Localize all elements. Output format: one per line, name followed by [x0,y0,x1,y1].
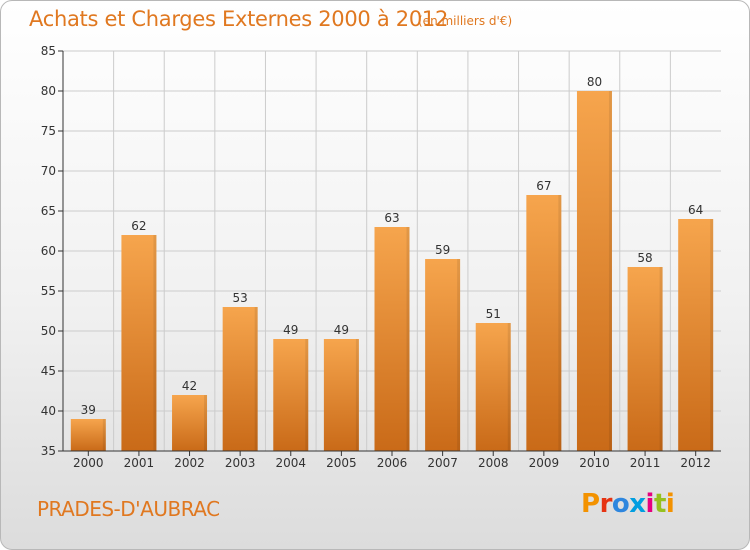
bar [627,267,663,451]
y-tick-label: 40 [41,404,56,418]
town-name: PRADES-D'AUBRAC [37,497,220,521]
bar-shade [153,235,157,451]
bar [172,395,208,451]
bar-value-label: 67 [536,179,551,193]
x-tick-label: 2002 [174,456,205,470]
axes: 35 40 45 50 55 60 65 70 75 80 85 2000 2001 2002 2003 20… [41,44,721,470]
bar-shade [507,323,511,451]
bar-shade [710,219,714,451]
x-tick-label: 2012 [680,456,711,470]
bar [70,419,106,451]
x-tick-label: 2005 [326,456,357,470]
x-tick-label: 2006 [377,456,408,470]
bar [526,195,562,451]
bar [678,219,714,451]
bar-value-label: 49 [334,323,349,337]
bar-value-label: 58 [637,251,652,265]
bar-shade [254,307,258,451]
logo-letter: o [611,489,630,519]
y-tick-label: 45 [41,364,56,378]
bar [323,339,359,451]
x-tick-label: 2008 [478,456,509,470]
proxiti-logo[interactable]: Proxiti [581,489,675,519]
bar-value-label: 62 [131,219,146,233]
y-tick-label: 80 [41,84,56,98]
logo-letter: x [629,489,646,519]
y-tick-label: 75 [41,124,56,138]
y-tick-label: 65 [41,204,56,218]
bar-value-label: 49 [283,323,298,337]
bar-shade [558,195,562,451]
x-tick-label: 2007 [427,456,458,470]
y-tick-label: 60 [41,244,56,258]
logo-letter: i [665,489,675,519]
bar [273,339,309,451]
y-tick-label: 35 [41,444,56,458]
bar-shade [457,259,461,451]
x-tick-label: 2000 [73,456,104,470]
bar-shade [406,227,410,451]
bar [425,259,461,451]
y-tick-label: 55 [41,284,56,298]
x-tick-label: 2001 [124,456,155,470]
logo-letter: t [653,489,666,519]
bar-value-label: 80 [587,75,602,89]
bar [222,307,258,451]
chart-subtitle: (en milliers d'€) [418,14,513,28]
y-tick-label: 85 [41,44,56,58]
x-tick-label: 2004 [275,456,306,470]
chart-title: Achats et Charges Externes 2000 à 2012 [29,7,449,31]
bar-value-label: 63 [384,211,399,225]
bar-value-label: 39 [81,403,96,417]
bar-shade [204,395,208,451]
bar-shade [305,339,309,451]
logo-letter: P [581,489,600,519]
bar [475,323,511,451]
x-tick-label: 2003 [225,456,256,470]
bars: 39 62 42 53 49 49 63 59 51 67 80 58 64 [70,75,714,451]
bar-value-label: 53 [233,291,248,305]
bar-value-label: 51 [486,307,501,321]
bar-shade [659,267,663,451]
logo-letter: i [645,489,655,519]
bar-shade [608,91,612,451]
bar-shade [355,339,359,451]
bar [121,235,157,451]
bar [576,91,612,451]
x-tick-label: 2010 [579,456,610,470]
x-tick-label: 2011 [630,456,661,470]
y-tick-label: 50 [41,324,56,338]
bar [374,227,410,451]
x-tick-label: 2009 [529,456,560,470]
logo-letter: r [599,489,613,519]
bar-value-label: 59 [435,243,450,257]
bar-value-label: 42 [182,379,197,393]
bar-shade [102,419,106,451]
bar-value-label: 64 [688,203,703,217]
y-tick-label: 70 [41,164,56,178]
